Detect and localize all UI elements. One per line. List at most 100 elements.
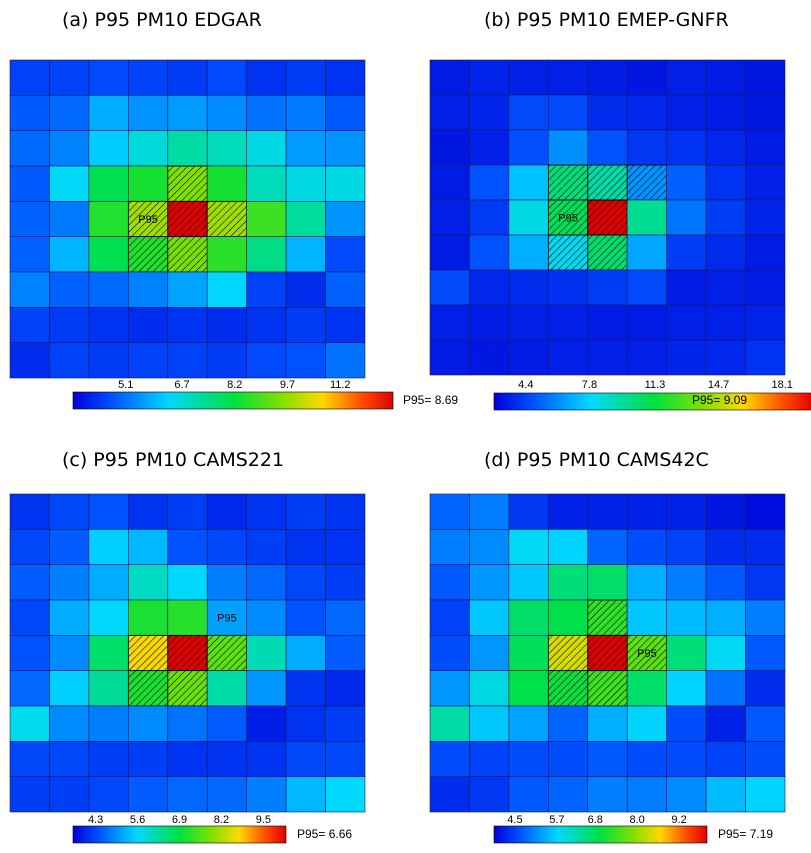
- heatmap-cell: [508, 529, 549, 565]
- heatmap-cell: [167, 599, 208, 636]
- heatmap-cell: [88, 705, 129, 742]
- heatmap-cell: [587, 94, 628, 131]
- heatmap-cell: [49, 599, 90, 636]
- colorbar-tick-label: 6.9: [172, 814, 187, 826]
- heatmap-cell: [587, 269, 628, 306]
- heatmap-cell: [49, 307, 90, 343]
- heatmap-cell: [246, 635, 287, 671]
- heatmap-cell: [325, 529, 366, 565]
- heatmap-cell: [9, 670, 50, 707]
- panel-emep-gnfr: (b) P95 PM10 EMEP-GNFR P95 4.4 7.8 11.3 14.7 1…: [429, 9, 811, 411]
- heatmap-cell: [325, 599, 366, 636]
- hatched-cell: [587, 634, 628, 672]
- hatched-cell: [547, 634, 589, 672]
- heatmap-cell: [429, 670, 470, 707]
- heatmap-cell: [167, 307, 208, 343]
- heatmap-cell: [469, 776, 510, 813]
- heatmap-cell: [325, 776, 366, 813]
- heatmap-grid: [9, 493, 366, 813]
- heatmap-cell: [745, 129, 786, 166]
- heatmap-cell: [429, 741, 470, 777]
- heatmap-cell: [745, 670, 786, 707]
- hatched-cell: [206, 634, 248, 672]
- heatmap-cell: [429, 635, 470, 671]
- heatmap-cell: [469, 741, 510, 777]
- heatmap-cell: [548, 529, 589, 565]
- heatmap-cell: [88, 741, 129, 777]
- heatmap-cell: [626, 529, 667, 565]
- heatmap-cell: [548, 776, 589, 813]
- heatmap-cell: [167, 493, 208, 530]
- p95-cell-label: P95: [138, 214, 158, 226]
- heatmap-grid: [429, 59, 786, 376]
- heatmap-cell: [508, 670, 549, 707]
- heatmap-cell: [49, 635, 90, 671]
- colorbar: [493, 825, 708, 844]
- heatmap-cell: [429, 339, 470, 376]
- heatmap-cell: [508, 776, 549, 813]
- heatmap-cell: [666, 339, 707, 376]
- heatmap-cell: [285, 741, 326, 777]
- heatmap-cell: [49, 741, 90, 777]
- heatmap-cell: [429, 94, 470, 131]
- colorbar: [72, 391, 394, 410]
- heatmap-cell: [49, 130, 90, 167]
- heatmap-cell: [429, 705, 470, 742]
- heatmap-cell: [49, 95, 90, 131]
- heatmap-cell: [206, 776, 247, 813]
- heatmap-cell: [285, 95, 326, 131]
- heatmap-cell: [246, 776, 287, 813]
- hatched-cell: [127, 634, 169, 672]
- heatmap-cell: [128, 130, 169, 167]
- heatmap-cell: [285, 236, 326, 273]
- heatmap-cell: [88, 564, 129, 601]
- heatmap-cell: [626, 741, 667, 777]
- heatmap-cell: [325, 201, 366, 237]
- heatmap-cell: [745, 529, 786, 565]
- heatmap-cell: [745, 705, 786, 742]
- hatched-cell: [587, 199, 628, 236]
- heatmap-grid: [9, 59, 366, 379]
- heatmap-cell: [587, 493, 628, 530]
- heatmap-cell: [587, 339, 628, 376]
- heatmap-cell: [626, 269, 667, 306]
- heatmap-cell: [325, 307, 366, 343]
- heatmap-cell: [705, 635, 746, 671]
- heatmap-cell: [508, 269, 549, 306]
- heatmap-cell: [285, 705, 326, 742]
- heatmap-cell: [246, 165, 287, 202]
- hatched-cell: [547, 670, 589, 707]
- heatmap-cell: [705, 564, 746, 601]
- colorbar-tick-label: 4.4: [518, 379, 533, 391]
- heatmap-cell: [9, 635, 50, 671]
- heatmap-cell: [167, 95, 208, 131]
- heatmap-cell: [206, 705, 247, 742]
- panel-title: (d) P95 PM10 CAMS42C: [484, 449, 709, 471]
- colorbar: [72, 825, 287, 844]
- heatmap-cell: [9, 741, 50, 777]
- heatmap-cell: [666, 94, 707, 131]
- heatmap-cell: [429, 493, 470, 530]
- heatmap-cell: [626, 705, 667, 742]
- heatmap-cell: [206, 271, 247, 308]
- hatched-cell: [167, 634, 208, 672]
- heatmap-cell: [88, 165, 129, 202]
- heatmap-cell: [167, 564, 208, 601]
- colorbar-tick-label: 4.5: [507, 814, 522, 826]
- heatmap-cell: [88, 236, 129, 273]
- heatmap-cell: [325, 165, 366, 202]
- heatmap-cell: [469, 564, 510, 601]
- heatmap-cell: [88, 342, 129, 379]
- heatmap-cell: [469, 199, 510, 236]
- heatmap-cell: [745, 269, 786, 306]
- colorbar-tick-label: 5.1: [118, 379, 133, 391]
- heatmap-cell: [666, 164, 707, 201]
- heatmap-cell: [128, 776, 169, 813]
- heatmap-cell: [548, 741, 589, 777]
- heatmap-cell: [429, 164, 470, 201]
- heatmap-cell: [666, 564, 707, 601]
- heatmap-cell: [9, 95, 50, 131]
- p95-cell-label: P95: [217, 613, 237, 625]
- heatmap-cell: [666, 741, 707, 777]
- heatmap-cell: [49, 776, 90, 813]
